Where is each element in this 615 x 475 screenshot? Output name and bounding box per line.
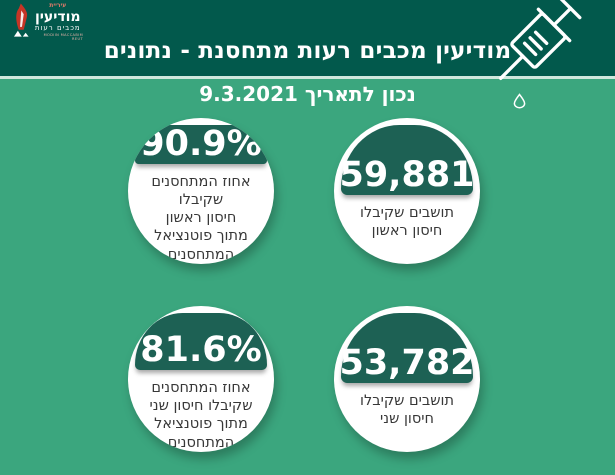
stat-label: תושבים שקיבלו חיסון שני [360, 393, 454, 428]
stat-dome: 53,782 [339, 313, 475, 384]
stat-card-second-dose-count: 53,782 תושבים שקיבלו חיסון שני [334, 306, 480, 452]
logo-flame-icon [13, 3, 29, 37]
stat-label: אחוז המתחסנים שקיבלו חיסון ראשון מתוך פו… [151, 173, 251, 263]
stat-card-second-dose-percent: 81.6% אחוז המתחסנים שקיבלו חיסון שני מתו… [128, 306, 274, 452]
stat-value: 59,881 [339, 155, 475, 196]
page-title: מודיעין מכבים רעות מתחסנת - נתונים [103, 38, 512, 64]
municipality-logo: עיריית מודיעין מכבים רעות MODIIN MACCABI… [13, 3, 83, 43]
header-band [0, 0, 615, 76]
logo-city-name-en: MODIIN MACCABIM REUT [43, 33, 83, 41]
stat-label: אחוז המתחסנים שקיבלו חיסון שני מתוך פוטנ… [149, 379, 253, 451]
syringe-icon [499, 0, 582, 80]
stat-value: 53,782 [339, 343, 475, 384]
separator-line [0, 76, 615, 79]
logo-municipality-label: עיריית [49, 2, 67, 9]
stat-card-first-dose-count: 59,881 תושבים שקיבלו חיסון ראשון [334, 118, 480, 264]
logo-text-block: עיריית מודיעין מכבים רעות MODIIN MACCABI… [33, 3, 83, 41]
logo-city-name: מודיעין [35, 9, 81, 25]
stat-card-first-dose-percent: 90.9% אחוז המתחסנים שקיבלו חיסון ראשון מ… [128, 118, 274, 264]
stat-dome: 59,881 [339, 125, 475, 196]
date-caption: נכון לתאריך 9.3.2021 [199, 82, 416, 106]
droplet-icon [513, 93, 526, 109]
stat-value: 90.9% [140, 123, 262, 164]
stat-label: תושבים שקיבלו חיסון ראשון [360, 205, 454, 240]
logo-city-subtitle: מכבים רעות [34, 24, 81, 32]
stat-dome: 90.9% [135, 125, 267, 164]
stat-dome: 81.6% [135, 313, 267, 370]
stat-value: 81.6% [140, 330, 262, 371]
